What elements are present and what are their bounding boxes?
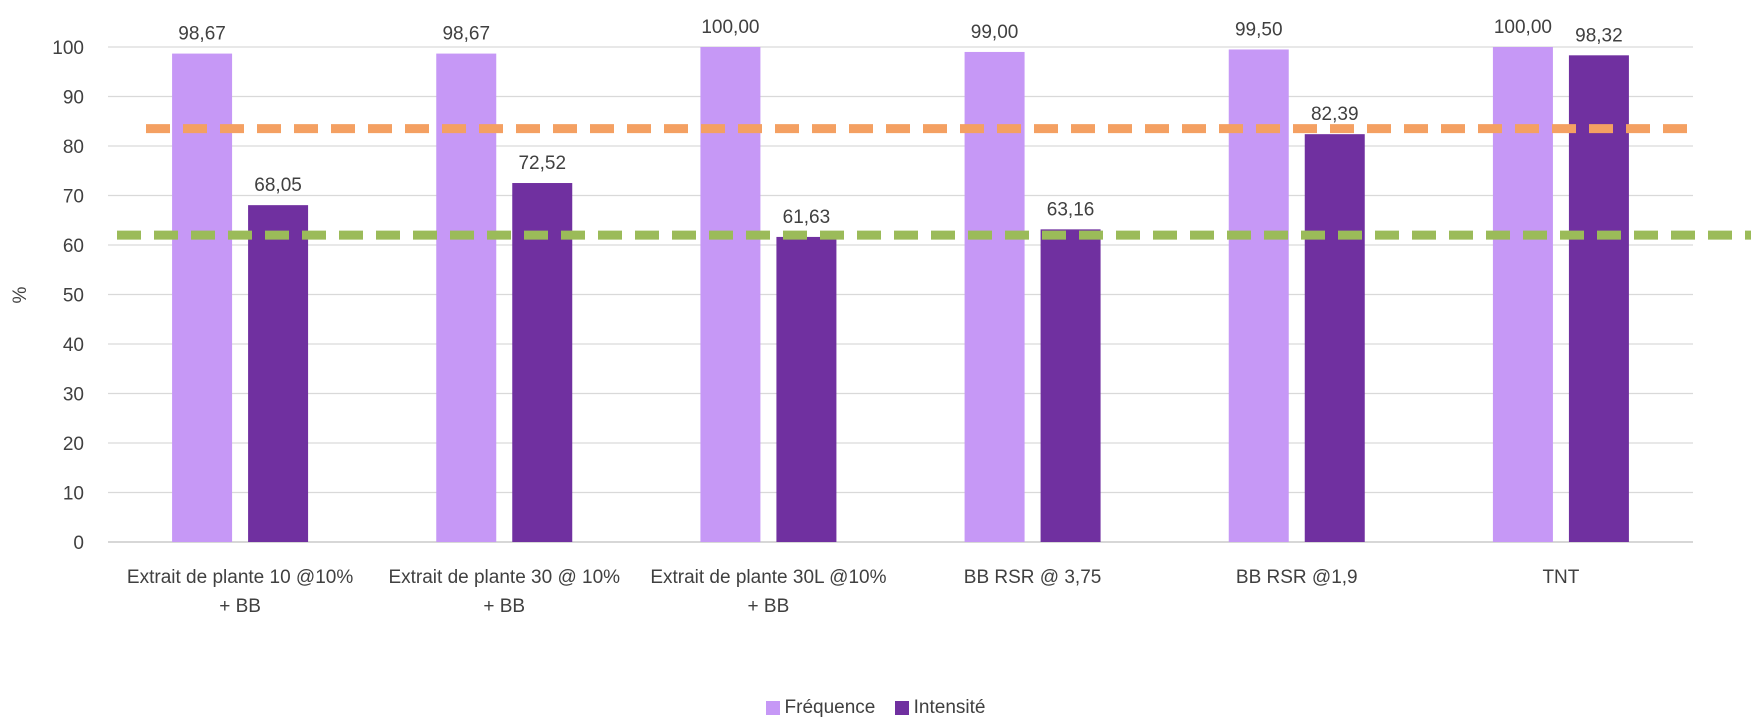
y-tick-label-40: 40 <box>63 335 84 356</box>
legend-swatch-frequence <box>765 701 780 715</box>
bar-intensite-3 <box>1040 229 1101 542</box>
x-tick-label-0-line2: + BB <box>219 596 261 617</box>
bar-frequence-5 <box>1492 47 1553 542</box>
data-label-frequence-4: 99,50 <box>1235 19 1283 40</box>
bar-frequence-2 <box>700 47 761 542</box>
bar-frequence-4 <box>1228 49 1289 542</box>
y-tick-label-100: 100 <box>52 38 84 59</box>
data-label-intensite-1: 72,52 <box>518 153 566 174</box>
bar-intensite-0 <box>248 205 309 542</box>
data-label-intensite-5: 98,32 <box>1575 25 1623 46</box>
legend-label-frequence: Fréquence <box>784 697 876 718</box>
bar-intensite-4 <box>1304 134 1365 542</box>
data-labels: 98,67 68,05 98,67 72,52 100,00 61,63 99,00 63,1… <box>178 17 1622 228</box>
legend-swatch-intensite <box>894 701 909 715</box>
x-tick-label-0: Extrait de plante 10 @10% <box>127 567 353 588</box>
bar-intensite-5 <box>1568 55 1629 542</box>
x-tick-label-2: Extrait de plante 30L @10% <box>650 567 886 588</box>
x-tick-label-5: TNT <box>1542 567 1579 588</box>
data-label-frequence-2: 100,00 <box>701 17 759 38</box>
bar-frequence-3 <box>964 51 1025 542</box>
y-tick-label-70: 70 <box>63 187 84 208</box>
data-label-intensite-0: 68,05 <box>254 175 302 196</box>
x-tick-label-1: Extrait de plante 30 @ 10% <box>388 567 620 588</box>
y-tick-label-10: 10 <box>63 484 84 505</box>
legend-item-intensite: Intensité <box>894 697 986 719</box>
y-tick-label-60: 60 <box>63 236 84 257</box>
legend-item-frequence: Fréquence <box>765 697 876 719</box>
y-tick-label-90: 90 <box>63 88 84 109</box>
data-label-intensite-2: 61,63 <box>783 207 831 228</box>
gridlines <box>108 46 1693 543</box>
x-tick-label-4: BB RSR @1,9 <box>1236 567 1358 588</box>
reference-lines <box>117 124 1751 240</box>
bar-intensite-2 <box>776 236 837 542</box>
bar-frequence-1 <box>436 53 497 543</box>
data-label-frequence-0: 98,67 <box>178 24 226 45</box>
y-tick-label-50: 50 <box>63 286 84 307</box>
legend-label-intensite: Intensité <box>913 697 986 718</box>
y-tick-label-20: 20 <box>63 434 84 455</box>
y-axis-label: % <box>10 286 31 303</box>
legend: Fréquence Intensité <box>0 697 1751 721</box>
data-label-frequence-1: 98,67 <box>442 24 490 45</box>
bar-frequence-0 <box>172 53 233 543</box>
y-tick-label-30: 30 <box>63 385 84 406</box>
x-tick-label-1-line2: + BB <box>483 596 525 617</box>
data-label-frequence-3: 99,00 <box>971 22 1019 43</box>
data-label-frequence-5: 100,00 <box>1494 17 1552 38</box>
data-label-intensite-3: 63,16 <box>1047 199 1095 220</box>
y-axis-tick-labels: 0 10 20 30 40 50 60 70 80 90 100 <box>52 38 84 554</box>
x-axis-tick-labels: Extrait de plante 10 @10% + BB Extrait de … <box>127 567 1580 617</box>
x-tick-label-3: BB RSR @ 3,75 <box>964 567 1102 588</box>
bars <box>172 47 1629 543</box>
y-tick-label-80: 80 <box>63 137 84 158</box>
y-tick-label-0: 0 <box>73 533 84 554</box>
x-tick-label-2-line2: + BB <box>748 596 790 617</box>
data-label-intensite-4: 82,39 <box>1311 104 1359 125</box>
bar-intensite-1 <box>512 183 573 542</box>
